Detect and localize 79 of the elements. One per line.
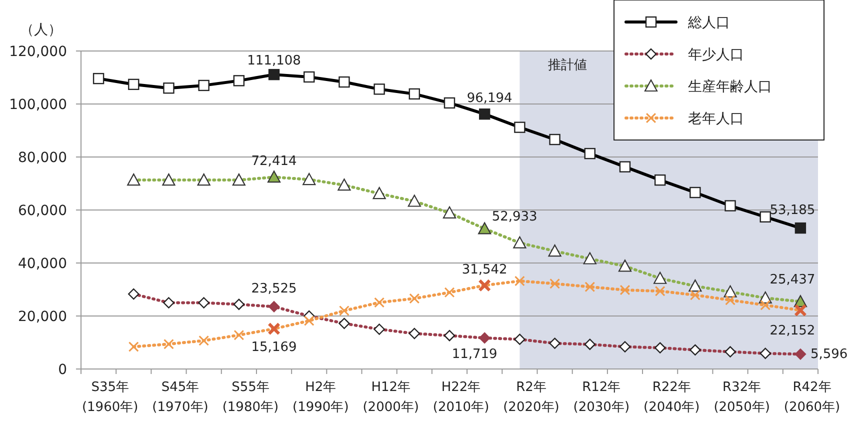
point xyxy=(478,222,492,234)
point xyxy=(198,336,209,346)
data-label: 72,414 xyxy=(251,154,297,170)
x-tick-label: R32年 (2050年) xyxy=(714,380,770,415)
point xyxy=(234,330,244,340)
data-label: 52,933 xyxy=(492,210,538,225)
legend-label: 老年人口 xyxy=(688,111,744,127)
point xyxy=(725,295,736,306)
point xyxy=(267,170,281,183)
point xyxy=(444,97,456,109)
legend-label: 生産年齢人口 xyxy=(688,79,772,95)
point xyxy=(444,287,454,298)
point xyxy=(374,297,384,308)
point xyxy=(92,72,104,84)
data-label: 5,596 xyxy=(810,347,848,362)
point xyxy=(268,301,280,312)
band-label: 推計値 xyxy=(548,58,588,73)
point xyxy=(164,339,174,350)
point xyxy=(724,200,736,212)
point xyxy=(549,134,560,146)
y-tick-label: 80,000 xyxy=(18,150,67,166)
data-label: 23,525 xyxy=(251,282,297,297)
point xyxy=(478,332,490,344)
x-tick-label: R22年 (2040年) xyxy=(644,380,700,415)
data-label: 22,152 xyxy=(770,323,816,338)
x-tick-label: S35年 (1960年) xyxy=(82,380,138,415)
point xyxy=(268,68,280,80)
point xyxy=(233,75,245,86)
y-tick-label: 100,000 xyxy=(9,97,67,113)
point xyxy=(690,186,701,198)
data-label: 96,194 xyxy=(466,91,512,106)
data-label: 111,108 xyxy=(247,54,301,69)
data-label: 25,437 xyxy=(770,272,816,288)
x-tick-label: R42年 (2060年) xyxy=(784,380,840,415)
x-tick-label: H2年 (1990年) xyxy=(292,380,349,415)
point xyxy=(584,148,596,160)
y-tick-label: 0 xyxy=(58,362,67,378)
point xyxy=(550,278,560,289)
point xyxy=(198,80,210,92)
point xyxy=(584,282,595,292)
point xyxy=(794,222,806,234)
point xyxy=(128,342,139,352)
point xyxy=(760,211,771,222)
point xyxy=(339,306,350,316)
point xyxy=(760,300,770,310)
y-axis-title: （人） xyxy=(20,22,62,38)
y-tick-label: 40,000 xyxy=(18,256,67,272)
point xyxy=(374,84,385,95)
point xyxy=(478,108,490,120)
point xyxy=(655,286,666,296)
point xyxy=(338,76,350,88)
x-tick-label: R2年 (2020年) xyxy=(503,380,560,415)
y-tick-label: 20,000 xyxy=(18,309,67,325)
x-tick-label: H12年 (2000年) xyxy=(362,380,419,415)
legend-label: 年少人口 xyxy=(688,47,744,63)
x-tick-label: H22年 (2010年) xyxy=(432,380,490,415)
point xyxy=(514,122,526,133)
data-label: 11,719 xyxy=(452,346,498,362)
point xyxy=(690,290,700,300)
point xyxy=(304,71,315,83)
point xyxy=(514,276,525,286)
x-tick-label: S55年 (1980年) xyxy=(222,380,279,415)
data-label: 31,542 xyxy=(462,262,508,278)
point xyxy=(620,285,630,296)
point xyxy=(163,82,174,94)
x-tick-label: S45年 (1970年) xyxy=(152,380,208,415)
legend-label: 総人口 xyxy=(687,15,730,31)
point xyxy=(654,174,666,186)
point xyxy=(794,348,806,360)
point xyxy=(304,316,314,326)
data-label: 53,185 xyxy=(770,203,816,218)
data-label: 15,169 xyxy=(251,340,297,355)
point xyxy=(128,78,140,90)
y-tick-label: 120,000 xyxy=(9,44,67,60)
point xyxy=(619,161,631,172)
y-tick-label: 60,000 xyxy=(18,203,67,219)
point xyxy=(409,294,420,304)
x-tick-label: R12年 (2030年) xyxy=(573,380,630,415)
point xyxy=(408,88,420,100)
